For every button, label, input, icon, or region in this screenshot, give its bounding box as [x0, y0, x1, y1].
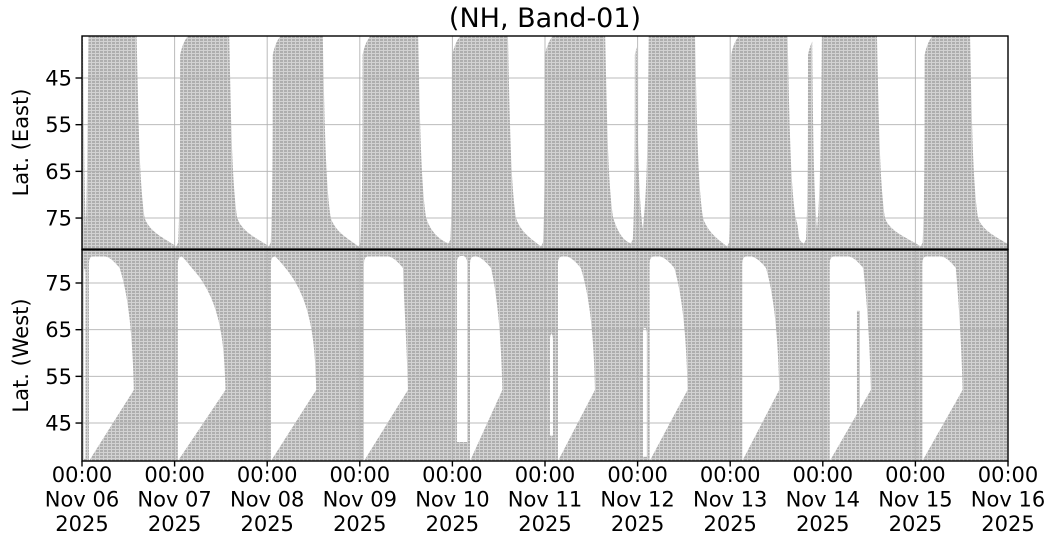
x-tick-label-year: 2025	[148, 512, 201, 536]
east-coverage-gap	[322, 36, 371, 247]
x-tick-label-year: 2025	[333, 512, 386, 536]
x-tick-label-time: 00:00	[607, 463, 668, 487]
x-tick-label-time: 00:00	[978, 463, 1039, 487]
west-coverage-gap	[363, 256, 408, 461]
west-coverage-gap	[557, 256, 595, 461]
west-coverage-gap-sliver	[84, 268, 86, 459]
west-coverage-gap-sliver	[642, 327, 647, 457]
west-y-axis-label: Lat. (West)	[9, 298, 33, 412]
x-tick-label-date: Nov 07	[137, 488, 211, 512]
x-tick-label-time: 00:00	[885, 463, 946, 487]
west-coverage-gap	[270, 256, 317, 461]
west-coverage-gap	[469, 256, 503, 461]
west-coverage-gap	[922, 256, 963, 461]
west-coverage-gap	[177, 256, 226, 461]
west-y-tick-label: 45	[45, 412, 72, 436]
east-y-tick-label: 45	[45, 67, 72, 91]
x-tick-label-time: 00:00	[422, 463, 483, 487]
x-tick-label-date: Nov 08	[230, 488, 304, 512]
x-tick-label-year: 2025	[518, 512, 571, 536]
west-coverage-gap	[649, 256, 688, 461]
west-coverage-gap-sliver	[550, 334, 553, 436]
x-tick-label-year: 2025	[889, 512, 942, 536]
east-y-tick-label: 55	[45, 113, 72, 137]
x-tick-label-date: Nov 12	[600, 488, 674, 512]
x-tick-label-date: Nov 11	[508, 488, 582, 512]
x-tick-label-date: Nov 10	[415, 488, 489, 512]
east-coverage-gap-sliver	[636, 36, 649, 229]
x-tick-label-year: 2025	[611, 512, 664, 536]
east-coverage-gap	[876, 36, 933, 247]
x-tick-label-time: 00:00	[144, 463, 205, 487]
x-tick-label-year: 2025	[240, 512, 293, 536]
x-tick-label-year: 2025	[55, 512, 108, 536]
east-coverage-gap	[229, 36, 281, 247]
x-tick-label-time: 00:00	[52, 463, 113, 487]
x-tick-label-date: Nov 09	[323, 488, 397, 512]
east-y-axis-label: Lat. (East)	[9, 89, 33, 197]
x-tick-label-date: Nov 14	[786, 488, 860, 512]
x-tick-label-time: 00:00	[700, 463, 761, 487]
west-coverage-gap	[829, 256, 871, 461]
west-coverage-streak	[856, 310, 860, 461]
east-coverage-gap	[970, 36, 1008, 245]
x-tick-label-year: 2025	[981, 512, 1034, 536]
chart-title: (NH, Band-01)	[449, 3, 641, 34]
x-tick-label-date: Nov 06	[45, 488, 119, 512]
west-coverage-gap-sliver	[457, 255, 468, 442]
east-coverage-gap	[695, 36, 740, 247]
tick-marks	[75, 77, 1009, 467]
x-tick-label-year: 2025	[426, 512, 479, 536]
west-y-tick-label: 75	[45, 272, 72, 296]
east-coverage-gap	[787, 36, 816, 244]
west-y-tick-label: 65	[45, 318, 72, 342]
east-y-tick-label: 75	[45, 207, 72, 231]
x-tick-label-time: 00:00	[237, 463, 298, 487]
x-tick-label-year: 2025	[703, 512, 756, 536]
west-coverage-gap	[742, 256, 780, 461]
x-tick-label-date: Nov 15	[878, 488, 952, 512]
x-tick-label-date: Nov 13	[693, 488, 767, 512]
east-coverage-gap-sliver	[83, 36, 89, 228]
east-coverage-gap-sliver	[812, 36, 822, 229]
x-tick-label-date: Nov 16	[971, 488, 1045, 512]
east-panel	[82, 36, 1008, 250]
x-tick-label-year: 2025	[796, 512, 849, 536]
east-coverage-gap	[418, 36, 461, 244]
west-coverage-gap	[88, 256, 134, 461]
east-coverage-gap	[136, 36, 189, 247]
x-tick-label-time: 00:00	[515, 463, 576, 487]
east-coverage-gap	[605, 36, 643, 244]
x-tick-label-time: 00:00	[330, 463, 391, 487]
west-y-tick-label: 55	[45, 365, 72, 389]
x-tick-label-time: 00:00	[793, 463, 854, 487]
east-coverage-gap	[507, 36, 553, 247]
east-y-tick-label: 65	[45, 160, 72, 184]
